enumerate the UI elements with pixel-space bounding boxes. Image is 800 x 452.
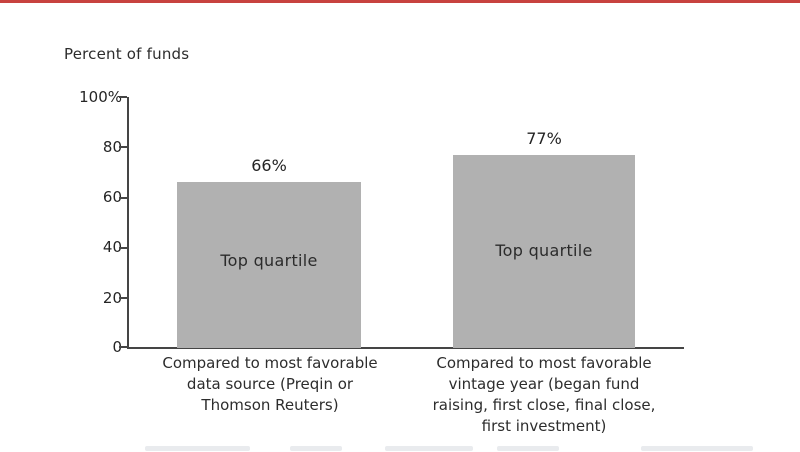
x-category-label-data-source: Compared to most favorable data source (… xyxy=(162,354,378,414)
cropped-text-fragment xyxy=(385,446,473,451)
bar-data-source: Top quartile xyxy=(177,182,361,348)
y-tick-mark xyxy=(119,297,127,299)
bar-inner-label: Top quartile xyxy=(495,241,593,260)
y-tick-label-60: 60 xyxy=(102,188,122,206)
y-tick-label-20: 20 xyxy=(102,289,122,307)
y-tick-label-40: 40 xyxy=(102,238,122,256)
top-accent-rule xyxy=(0,0,800,3)
x-category-label-vintage-year: Compared to most favorable vintage year … xyxy=(432,354,656,435)
y-tick-label-0: 0 xyxy=(112,338,122,356)
y-tick-mark xyxy=(119,197,127,199)
bar-inner-label: Top quartile xyxy=(220,251,318,270)
cropped-text-fragment xyxy=(290,446,342,451)
bar-value-label: 77% xyxy=(526,129,562,148)
cropped-text-fragment xyxy=(145,446,250,451)
bar-value-label: 66% xyxy=(251,156,287,175)
y-axis-line xyxy=(127,97,129,348)
y-tick-mark xyxy=(119,146,127,148)
x-axis-line xyxy=(127,347,684,349)
bar-vintage-year: Top quartile xyxy=(453,155,635,348)
cropped-text-fragment xyxy=(497,446,559,451)
y-tick-mark xyxy=(119,96,127,98)
plot-area: 66% 77% Top quartile Top quartile xyxy=(128,97,684,348)
cropped-text-fragment xyxy=(641,446,753,451)
y-tick-label-100: 100% xyxy=(79,88,122,106)
y-tick-mark xyxy=(119,346,127,348)
y-tick-label-80: 80 xyxy=(102,138,122,156)
y-tick-mark xyxy=(119,247,127,249)
y-axis-title: Percent of funds xyxy=(64,45,190,63)
